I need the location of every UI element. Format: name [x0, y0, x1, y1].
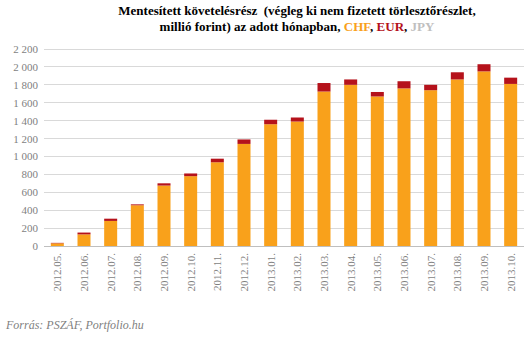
title-line: Mentesített követelésrész (végleg ki nem… — [118, 3, 475, 18]
bar-segment — [51, 243, 64, 246]
legend-entry: JPY — [411, 19, 435, 34]
bar-segment — [264, 119, 277, 120]
bar-segment — [211, 158, 224, 159]
bar-segment — [264, 120, 277, 124]
bar-segment — [238, 139, 251, 143]
grid-line — [44, 49, 524, 50]
bar-segment — [78, 233, 91, 235]
x-tick-label: 2013.07. — [425, 253, 437, 292]
grid — [44, 49, 524, 246]
y-tick-label: 1 800 — [13, 79, 38, 91]
bar-segment — [371, 92, 384, 96]
y-tick-label: 1 200 — [13, 133, 38, 145]
x-tick-label: 2012.08. — [131, 253, 143, 292]
bar-segment — [424, 90, 437, 246]
x-tick-label: 2012.05. — [51, 253, 63, 292]
bar-segment — [158, 186, 171, 246]
x-tick-label: 2013.09. — [478, 253, 490, 292]
bar-segment — [131, 204, 144, 205]
y-tick-label: 200 — [22, 222, 39, 234]
bar-segment — [451, 72, 464, 73]
x-tick-label: 2013.06. — [398, 253, 410, 292]
bar-segment — [478, 64, 491, 65]
x-tick-label: 2012.12. — [238, 253, 250, 292]
bar-segment — [238, 144, 251, 246]
y-tick-label: 1 400 — [13, 115, 38, 127]
y-tick-label: 1 000 — [13, 150, 38, 162]
y-tick-label: 0 — [33, 240, 39, 252]
bar-segment — [424, 85, 437, 90]
y-tick-label: 2 200 — [13, 43, 38, 55]
bar-segment — [104, 219, 117, 221]
bar-segment — [291, 117, 304, 118]
bar-segment — [291, 122, 304, 246]
bar-segment — [398, 88, 411, 246]
chart: 0 200 400 600 800 1 000 1 200 1 400 1 600 1 800 2 … — [0, 0, 531, 342]
x-tick-label: 2013.04. — [345, 253, 357, 292]
bar-segment — [451, 79, 464, 246]
bar-segment — [344, 79, 357, 84]
bar-segment — [318, 92, 331, 246]
bar-segment — [78, 234, 91, 246]
bar-segment — [184, 176, 197, 246]
bar-segment — [291, 118, 304, 122]
source: Forrás: PSZÁF, Portfolio.hu — [5, 318, 144, 332]
bar-segment — [158, 183, 171, 185]
bar-segment — [398, 81, 411, 82]
bar-segment — [238, 139, 251, 140]
bar-segment — [398, 81, 411, 88]
bar-segment — [504, 77, 517, 78]
bar-segment — [371, 91, 384, 92]
bar-segment — [318, 83, 331, 92]
bar-segment — [51, 242, 64, 243]
bar-segment — [344, 85, 357, 246]
grid-line — [44, 66, 524, 67]
title: Mentesített követelésrész (végleg ki nem… — [118, 3, 475, 34]
bar-segment — [318, 83, 331, 84]
bar-segment — [184, 173, 197, 174]
bar-segment — [371, 96, 384, 246]
bar-segment — [344, 79, 357, 80]
x-tick-label: 2012.10. — [185, 253, 197, 292]
bar-segment — [211, 159, 224, 163]
bar-segment — [158, 183, 171, 184]
x-tick-label: 2013.01. — [265, 253, 277, 292]
x-tick-label: 2012.07. — [105, 253, 117, 292]
x-tick-label: 2013.02. — [291, 253, 303, 292]
title-line: millió forint) az adott hónapban, CHF, E… — [160, 19, 435, 34]
bars — [51, 64, 517, 246]
bar-segment — [451, 72, 464, 79]
bar-segment — [131, 205, 144, 246]
x-tick-label: 2013.10. — [505, 253, 517, 292]
y-tick-label: 600 — [22, 186, 39, 198]
bar-segment — [104, 221, 117, 246]
x-tick-label: 2012.06. — [78, 253, 90, 292]
bar-segment — [51, 242, 64, 243]
bar-segment — [504, 78, 517, 84]
bar-segment — [211, 162, 224, 246]
x-tick-label: 2012.11. — [211, 253, 223, 291]
x-tick-label: 2012.09. — [158, 253, 170, 292]
x-tick-label: 2013.05. — [371, 253, 383, 292]
bar-segment — [504, 84, 517, 246]
bar-segment — [78, 232, 91, 233]
x-tick-label: 2013.03. — [318, 253, 330, 292]
y-tick-label: 400 — [22, 204, 39, 216]
bar-segment — [184, 173, 197, 176]
x-tick-label: 2013.08. — [451, 253, 463, 292]
y-tick-label: 1 600 — [13, 97, 38, 109]
y-tick-label: 800 — [22, 168, 39, 180]
bar-segment — [478, 64, 491, 71]
bar-segment — [424, 84, 437, 85]
y-tick-label: 2 000 — [13, 61, 38, 73]
bar-segment — [131, 204, 144, 206]
bar-segment — [264, 124, 277, 246]
bar-segment — [478, 71, 491, 246]
bar-segment — [104, 218, 117, 219]
legend-entry: CHF — [344, 19, 372, 34]
legend-entry: EUR — [377, 19, 405, 34]
